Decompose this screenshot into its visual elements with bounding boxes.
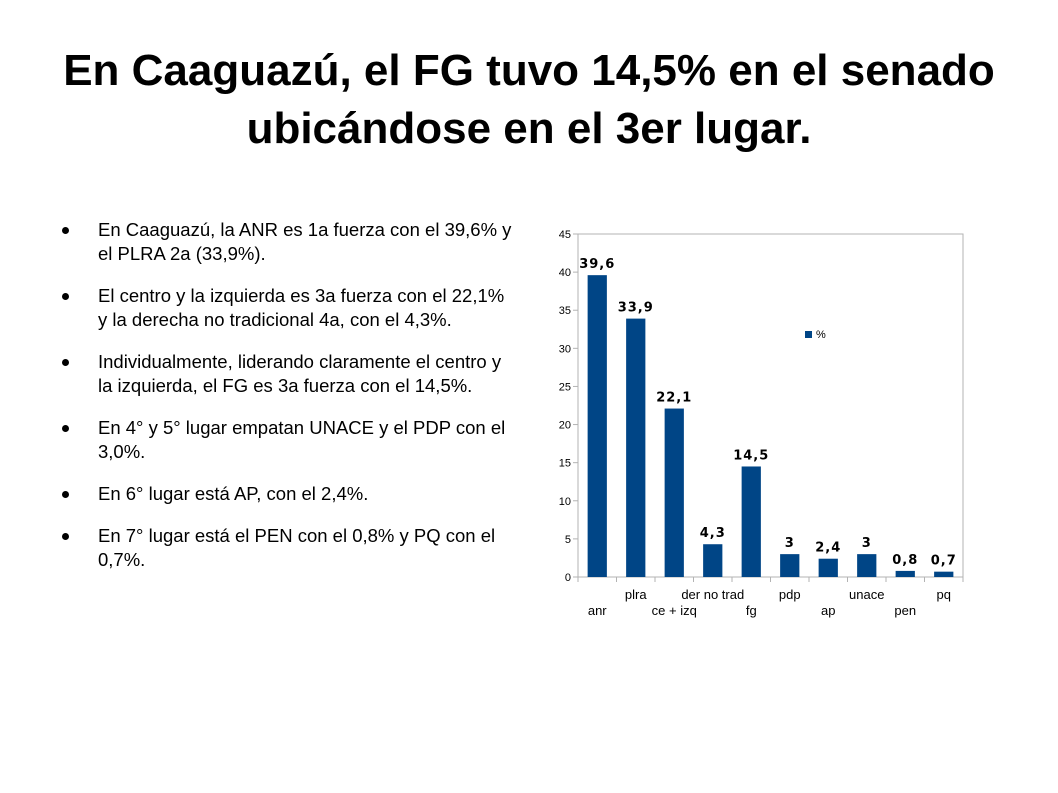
bullet-text: En 6° lugar está AP, con el 2,4%.	[98, 483, 369, 504]
category-label: pq	[937, 587, 951, 602]
bar	[664, 408, 684, 577]
bullet-item: En 4° y 5° lugar empatan UNACE y el PDP …	[62, 416, 514, 464]
bullet-text: En Caaguazú, la ANR es 1a fuerza con el …	[98, 219, 512, 264]
category-label: ce + izq	[652, 603, 697, 618]
bullet-item: Individualmente, liderando claramente el…	[62, 350, 514, 398]
y-tick-label: 45	[559, 229, 571, 241]
bullet-text: En 7° lugar está el PEN con el 0,8% y PQ…	[98, 525, 496, 570]
bar	[895, 570, 915, 577]
bar	[626, 318, 646, 577]
legend-swatch	[805, 331, 812, 338]
category-label: pdp	[779, 587, 801, 602]
data-label: 0,8	[892, 553, 918, 568]
y-tick-label: 35	[559, 305, 571, 317]
y-tick-label: 10	[559, 496, 571, 508]
y-tick-label: 15	[559, 458, 571, 470]
category-label: anr	[588, 603, 607, 618]
y-tick-label: 40	[559, 267, 571, 279]
y-tick-label: 5	[565, 534, 571, 546]
category-label: plra	[625, 587, 647, 602]
bullet-dot-icon	[62, 425, 69, 432]
bar	[857, 554, 877, 577]
bullet-list: En Caaguazú, la ANR es 1a fuerza con el …	[62, 218, 514, 590]
category-label: fg	[746, 603, 757, 618]
data-label: 4,3	[700, 526, 726, 541]
data-label: 0,7	[931, 554, 957, 569]
category-label: unace	[849, 587, 884, 602]
bar	[703, 544, 723, 577]
bar	[818, 558, 838, 577]
bar	[780, 554, 800, 577]
data-label: 33,9	[618, 301, 654, 316]
bullet-item: En Caaguazú, la ANR es 1a fuerza con el …	[62, 218, 514, 266]
data-label: 2,4	[815, 541, 841, 556]
data-label: 3	[862, 536, 872, 551]
bullet-item: El centro y la izquierda es 3a fuerza co…	[62, 284, 514, 332]
y-tick-label: 20	[559, 420, 571, 432]
slide-title: En Caaguazú, el FG tuvo 14,5% en el sena…	[63, 46, 995, 153]
bullet-dot-icon	[62, 227, 69, 234]
data-label: 3	[785, 536, 795, 551]
data-label: 39,6	[579, 257, 615, 272]
bar	[587, 275, 607, 577]
category-label: ap	[821, 603, 835, 618]
bullet-text: El centro y la izquierda es 3a fuerza co…	[98, 285, 505, 330]
y-tick-label: 30	[559, 343, 571, 355]
y-tick-label: 25	[559, 381, 571, 393]
bullet-dot-icon	[62, 491, 69, 498]
bullet-text: Individualmente, liderando claramente el…	[98, 351, 502, 396]
data-label: 14,5	[733, 448, 769, 463]
data-label: 22,1	[656, 391, 692, 406]
bullet-dot-icon	[62, 359, 69, 366]
bullet-dot-icon	[62, 533, 69, 540]
bar	[934, 571, 954, 577]
category-label: pen	[894, 603, 916, 618]
legend-label: %	[816, 329, 826, 341]
bullet-text: En 4° y 5° lugar empatan UNACE y el PDP …	[98, 417, 506, 462]
y-tick-label: 0	[565, 572, 571, 584]
bullet-item: En 6° lugar está AP, con el 2,4%.	[62, 482, 514, 506]
bar	[741, 466, 761, 577]
category-label: der no trad	[681, 587, 744, 602]
bullet-dot-icon	[62, 293, 69, 300]
bullet-item: En 7° lugar está el PEN con el 0,8% y PQ…	[62, 524, 514, 572]
